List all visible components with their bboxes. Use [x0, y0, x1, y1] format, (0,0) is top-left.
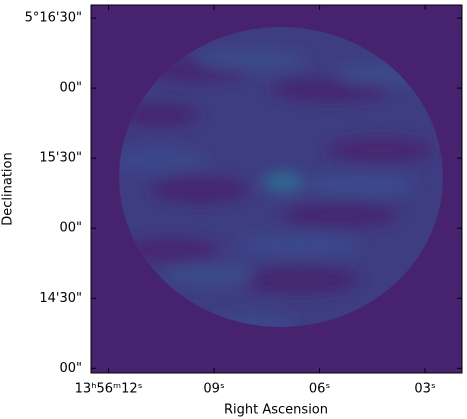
- x-tick-label: 13ʰ56ᵐ12ˢ: [75, 382, 143, 397]
- x-tick-label: 06ˢ: [309, 382, 331, 397]
- x-tick-label: 09ˢ: [203, 382, 225, 397]
- image-disc: [119, 27, 443, 327]
- plot-frame: [90, 4, 463, 374]
- y-tick-label: 15'30": [39, 151, 82, 166]
- x-tick-label: 03ˢ: [414, 382, 436, 397]
- y-tick-label: 00": [59, 81, 82, 96]
- y-tick-label: 00": [59, 221, 82, 236]
- y-axis-label: Declination: [1, 152, 16, 226]
- y-tick-label: 00": [59, 361, 82, 376]
- y-tick-label: 5°16'30": [25, 11, 82, 26]
- x-axis-label: Right Ascension: [224, 403, 328, 418]
- y-tick-label: 14'30": [39, 291, 82, 306]
